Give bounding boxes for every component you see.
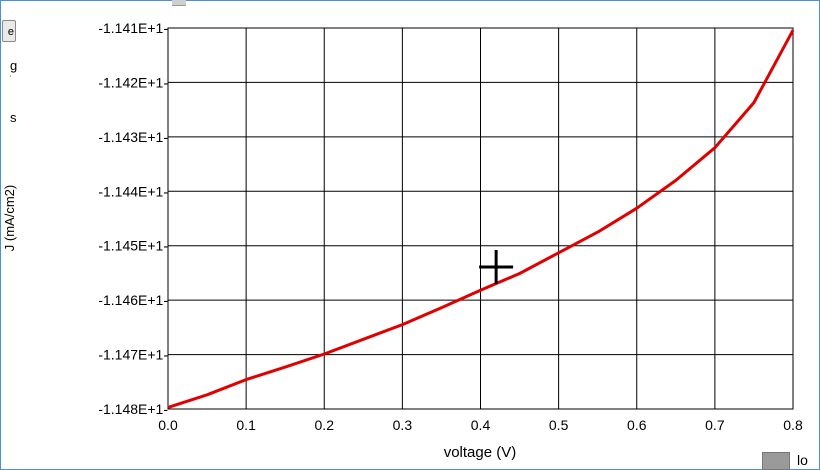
y-tick-label: -1.147E+1- bbox=[98, 347, 168, 363]
x-axis-label: voltage (V) bbox=[444, 444, 517, 461]
series-line bbox=[167, 29, 795, 409]
x-tick-label: 0.6 bbox=[627, 417, 647, 433]
x-tick-label: 0.2 bbox=[315, 417, 335, 433]
y-tick-label: -1.148E+1- bbox=[98, 401, 168, 417]
x-tick-label: 0.3 bbox=[393, 417, 413, 433]
x-tick-label: 0.8 bbox=[783, 417, 803, 433]
x-tick-label: 0.7 bbox=[705, 417, 725, 433]
x-tick-label: 0.4 bbox=[471, 417, 491, 433]
side-panel-button[interactable]: e bbox=[2, 20, 16, 42]
x-tick-label: 0.5 bbox=[549, 417, 569, 433]
y-tick-label: -1.145E+1- bbox=[98, 238, 168, 254]
side-panel-mark: ' bbox=[10, 76, 12, 82]
y-tick-label: -1.143E+1- bbox=[98, 129, 168, 145]
y-tick-label: -1.141E+1- bbox=[98, 20, 168, 36]
scrollbar-tab[interactable] bbox=[172, 0, 186, 6]
y-tick-label: -1.142E+1- bbox=[98, 74, 168, 90]
y-tick-label: -1.144E+1- bbox=[98, 183, 168, 199]
legend-swatch[interactable] bbox=[762, 452, 790, 470]
side-panel-label-s: s bbox=[10, 110, 17, 125]
legend-label: lo bbox=[797, 452, 808, 468]
y-tick-label: -1.146E+1- bbox=[98, 292, 168, 308]
x-axis-ticks: 0.0 0.1 0.2 0.3 0.4 0.5 0.6 0.7 0.8 bbox=[158, 417, 803, 433]
grid-lines bbox=[168, 28, 793, 409]
y-axis-ticks: -1.141E+1- -1.142E+1- -1.143E+1- -1.144E+1-… bbox=[98, 20, 168, 417]
y-axis-label: J (mA/cm2) bbox=[2, 185, 17, 251]
side-panel: e g ' s bbox=[0, 0, 18, 470]
x-tick-label: 0.0 bbox=[158, 417, 178, 433]
x-tick-label: 0.1 bbox=[236, 417, 256, 433]
crosshair-cursor-icon[interactable] bbox=[479, 249, 514, 284]
side-panel-label-g: g bbox=[10, 58, 18, 73]
